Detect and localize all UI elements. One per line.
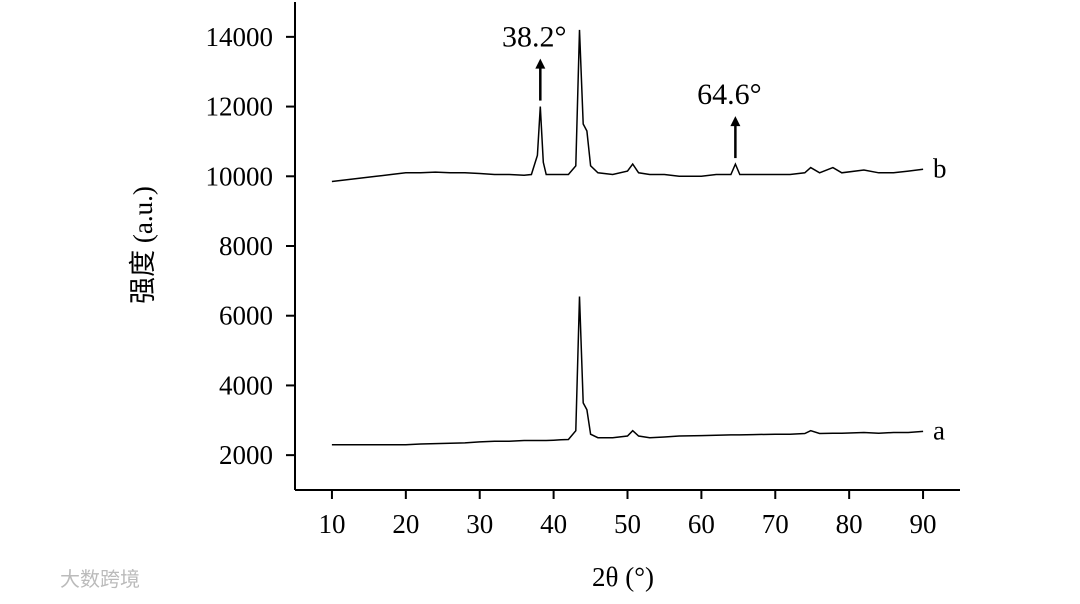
y-tick-label: 12000 bbox=[206, 92, 274, 122]
x-tick-label: 60 bbox=[688, 509, 715, 539]
y-tick-label: 2000 bbox=[219, 440, 273, 470]
x-tick-label: 90 bbox=[910, 509, 937, 539]
x-tick-label: 20 bbox=[392, 509, 419, 539]
y-tick-label: 8000 bbox=[219, 231, 273, 261]
series-label: a bbox=[933, 415, 945, 445]
watermark: 大数跨境 bbox=[60, 567, 140, 591]
x-tick-label: 30 bbox=[466, 509, 493, 539]
y-tick-label: 4000 bbox=[219, 370, 273, 400]
annotation: 38.2° bbox=[502, 21, 567, 54]
x-tick-label: 40 bbox=[540, 509, 567, 539]
x-axis-label: 2θ (°) bbox=[592, 562, 654, 592]
y-axis-label: 强度 (a.u.) bbox=[128, 186, 158, 304]
annotation-arrowhead bbox=[730, 116, 741, 127]
annotation: 64.6° bbox=[697, 78, 762, 111]
y-tick-label: 14000 bbox=[206, 22, 274, 52]
x-tick-label: 10 bbox=[318, 509, 345, 539]
series-line bbox=[331, 29, 924, 183]
y-tick-label: 6000 bbox=[219, 301, 273, 331]
annotation-arrowhead bbox=[535, 58, 546, 69]
series-label: b bbox=[933, 153, 947, 183]
series-line bbox=[331, 296, 924, 446]
x-tick-label: 70 bbox=[762, 509, 789, 539]
x-tick-label: 50 bbox=[614, 509, 641, 539]
y-tick-label: 10000 bbox=[206, 161, 274, 191]
x-tick-label: 80 bbox=[836, 509, 863, 539]
